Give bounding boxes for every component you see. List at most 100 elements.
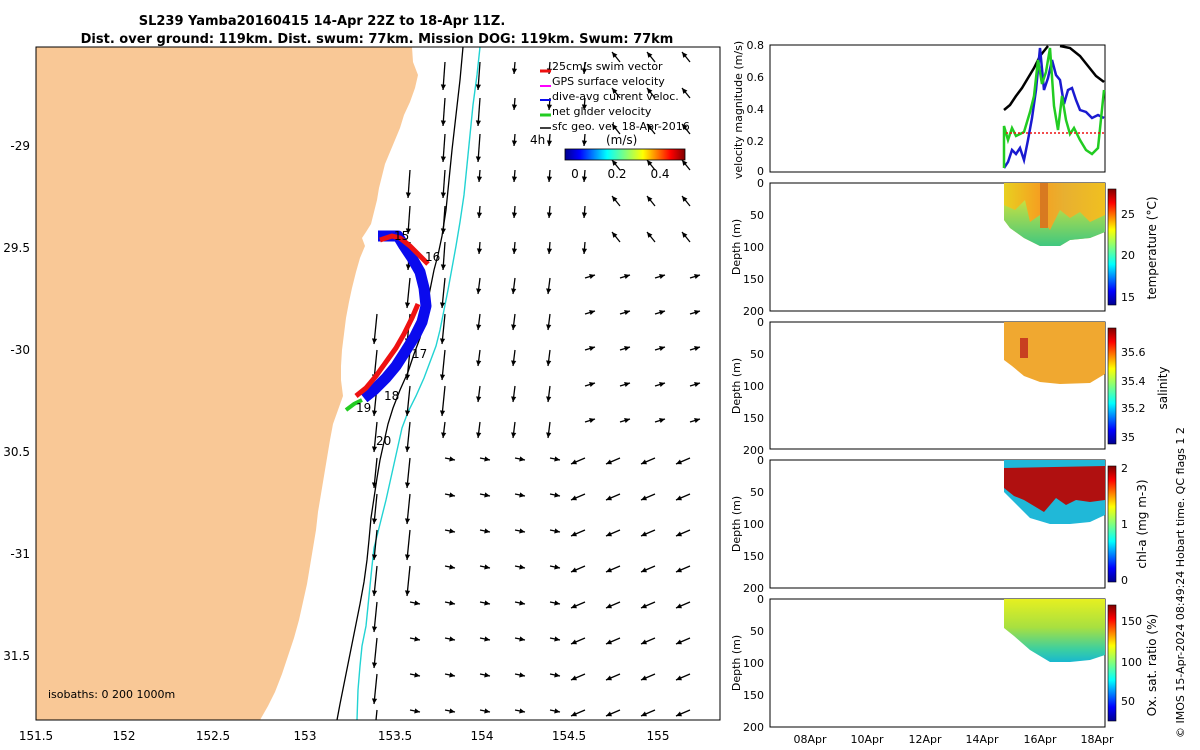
oxygen-field (1004, 599, 1105, 662)
velocity-vector-head (676, 603, 682, 609)
velocity-vector-head (439, 302, 446, 308)
velocity-vector-head (571, 603, 577, 609)
velocity-vector-head (449, 636, 455, 642)
velocity-vector-head (554, 528, 560, 534)
glider-track (344, 230, 432, 412)
velocity-vector-head (440, 228, 446, 234)
depth-tick-label: 200 (743, 305, 764, 318)
salinity-cbar-tick: 35.4 (1121, 375, 1146, 388)
velocity-vector-head (519, 492, 525, 498)
velocity-vector-head (519, 672, 525, 678)
velocity-vector-head (606, 603, 612, 609)
depth-tick-label: 50 (750, 625, 764, 638)
velocity-vector-head (694, 346, 700, 352)
velocity-vector-head (581, 248, 588, 254)
velocity-vector-head (371, 410, 378, 416)
map-xtick: 152.5 (196, 729, 230, 743)
velocity-vector-head (476, 288, 482, 294)
salinity-colorbar (1107, 327, 1117, 445)
velocity-vector-head (371, 662, 378, 668)
velocity-vector-head (439, 410, 446, 416)
map-xtick: 155 (647, 729, 670, 743)
velocity-vector-head (554, 672, 560, 678)
oxygen-colorbar (1107, 604, 1117, 722)
velocity-vector-head (546, 176, 553, 182)
velocity-vector-head (404, 518, 411, 524)
day-label-20: 20 (376, 434, 391, 448)
legend-label-sfc: sfc geo. vel. 18-Apr-2016 (552, 120, 690, 133)
map-y-ticks: -29 29.5 -30 30.5 -31 31.5 (3, 139, 30, 663)
oxygen-cbar-label: Ox. sat. ratio (%) (1145, 614, 1159, 716)
depth-tick-label: 150 (743, 550, 764, 563)
chl-panel: 2 1 0 chl-a (mg m-3) (769, 459, 1149, 589)
velocity-vector-head (641, 531, 647, 537)
velocity-vector-head (511, 104, 518, 110)
day-label-19: 19 (356, 401, 371, 415)
temperature-cbar-tick: 20 (1121, 249, 1135, 262)
velocity-vector-head (484, 564, 490, 570)
map-panel: 15 16 17 18 19 20 151.5 152 152.5 153 15… (3, 46, 721, 743)
velocity-vector-head (676, 459, 682, 465)
salinity-cbar-tick: 35.2 (1121, 402, 1146, 415)
time-label: 4h (530, 133, 545, 147)
depth-axis-label: Depth (m) (730, 496, 743, 552)
velocity-vector-head (511, 248, 518, 254)
map-colorbar-tick: 0.2 (607, 167, 626, 181)
velocity-vector-head (624, 346, 630, 352)
velocity-vector-head (682, 232, 688, 238)
velocity-vector-head (606, 639, 612, 645)
velocity-vector-head (476, 324, 482, 330)
velocity-vector-head (371, 626, 378, 632)
velocity-vector-head (554, 456, 560, 462)
velocity-vector-head (519, 636, 525, 642)
velocity-vector-head (612, 232, 618, 238)
velocity-vector-head (624, 418, 630, 424)
velocity-vector-head (554, 564, 560, 570)
velocity-vector-head (694, 310, 700, 316)
velocity-vector-head (484, 600, 490, 606)
velocity-vector-head (440, 192, 446, 198)
velocity-vector-head (554, 492, 560, 498)
velocity-vector-head (476, 176, 483, 182)
depth-tick-label: 0 (757, 593, 764, 606)
map-frame (35, 46, 721, 721)
oxygen-cbar-tick: 50 (1121, 695, 1135, 708)
velocity-vector-head (641, 675, 647, 681)
velocity-vector-head (511, 212, 518, 218)
day-label-18: 18 (384, 389, 399, 403)
chl-colorbar (1107, 465, 1117, 583)
velocity-vector-head (606, 495, 612, 501)
date-tick-label: 08Apr (793, 733, 827, 746)
velocity-vector-head (439, 338, 446, 344)
salinity-cbar-label: salinity (1156, 366, 1170, 409)
velocity-vector-head (372, 734, 377, 740)
velocity-vector-head (475, 120, 481, 126)
velocity-line-blue (1002, 47, 1105, 169)
velocity-vector-head (476, 396, 482, 402)
velocity-vector-head (647, 52, 653, 58)
velocity-vector-head (589, 382, 595, 388)
velocity-vector-head (659, 418, 665, 424)
velocity-vector-head (371, 590, 378, 596)
velocity-vector-head (659, 310, 665, 316)
velocity-vector-head (449, 708, 455, 714)
velocity-vector-head (606, 531, 612, 537)
velocity-vector-head (571, 567, 577, 573)
velocity-vector-head (606, 675, 612, 681)
day-labels: 15 16 17 18 19 20 (356, 229, 440, 448)
velocity-vector-head (581, 104, 588, 110)
salinity-field (1004, 322, 1105, 384)
depth-tick-label: 200 (743, 721, 764, 734)
velocity-vector-head (511, 396, 517, 402)
velocity-vector-head (404, 554, 411, 560)
velocity-vector-head (647, 232, 653, 238)
velocity-vector-head (371, 446, 378, 452)
velocity-vector-head (694, 382, 700, 388)
velocity-vector-head (647, 124, 653, 130)
salinity-cbar-tick: 35 (1121, 431, 1135, 444)
temperature-cbar-tick: 25 (1121, 208, 1135, 221)
day-label-17: 17 (412, 347, 427, 361)
temperature-cbar-tick: 15 (1121, 291, 1135, 304)
depth-tick-label: 0 (757, 177, 764, 190)
